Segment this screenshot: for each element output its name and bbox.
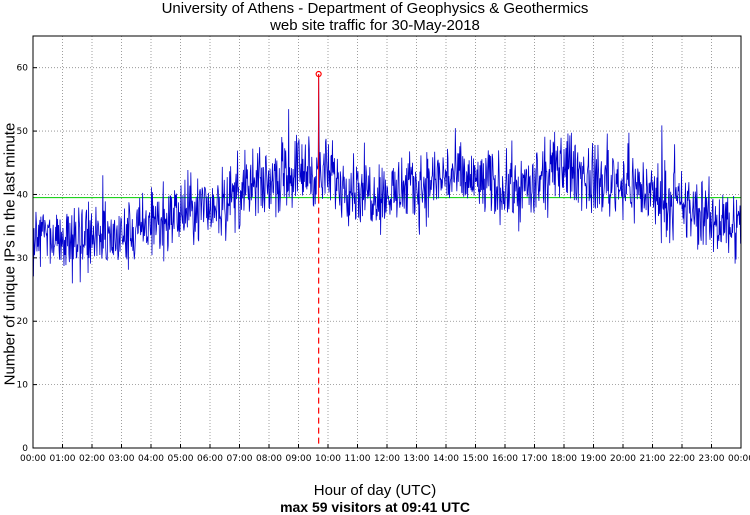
x-tick-label: 15:00 [463,454,489,464]
x-tick-label: 05:00 [168,454,194,464]
plot-frame [32,35,742,449]
x-axis-ticks: 00:00 01:00 02:00 03:00 04:00 05:00 06:00 07:00… [20,444,750,464]
y-axis-ticks: 0 10 20 30 40 50 60 [17,64,37,454]
x-tick-label: 10:00 [315,454,341,464]
series-line-visitors [32,74,742,284]
y-tick-label: 20 [17,317,29,327]
x-tick-label: 17:00 [522,454,548,464]
x-tick-label: 18:00 [551,454,577,464]
max-visitors-caption: max 59 visitors at 09:41 UTC [280,499,470,515]
x-tick-label: 20:00 [610,454,636,464]
x-tick-label: 14:00 [433,454,459,464]
x-tick-label: 22:00 [669,454,695,464]
x-tick-label: 02:00 [79,454,105,464]
x-tick-label: 11:00 [345,454,371,464]
x-tick-label: 13:00 [404,454,430,464]
x-tick-label: 21:00 [640,454,666,464]
x-tick-label: 16:00 [492,454,518,464]
grid-lines [33,36,741,448]
y-tick-label: 60 [17,64,29,74]
y-tick-label: 30 [17,254,29,264]
x-tick-label: 07:00 [227,454,253,464]
x-tick-label: 09:00 [286,454,312,464]
x-axis-label: Hour of day (UTC) [313,482,437,499]
x-tick-label: 03:00 [109,454,135,464]
y-tick-label: 50 [17,127,29,137]
y-tick-label: 40 [17,190,29,200]
chart-title: University of Athens - Department of Geo… [161,0,589,17]
x-tick-label: 19:00 [581,454,607,464]
x-tick-label: 00:00 [20,454,46,464]
x-tick-label: 12:00 [374,454,400,464]
chart-subtitle: web site traffic for 30-May-2018 [270,17,480,34]
x-tick-label: 00:00 [728,454,750,464]
x-tick-label: 08:00 [256,454,282,464]
x-tick-label: 04:00 [138,454,164,464]
y-tick-label: 10 [17,381,29,391]
x-tick-label: 23:00 [699,454,725,464]
x-tick-label: 01:00 [50,454,76,464]
x-tick-label: 06:00 [197,454,223,464]
max-point-marker [315,70,322,78]
y-tick-label: 0 [22,444,28,454]
